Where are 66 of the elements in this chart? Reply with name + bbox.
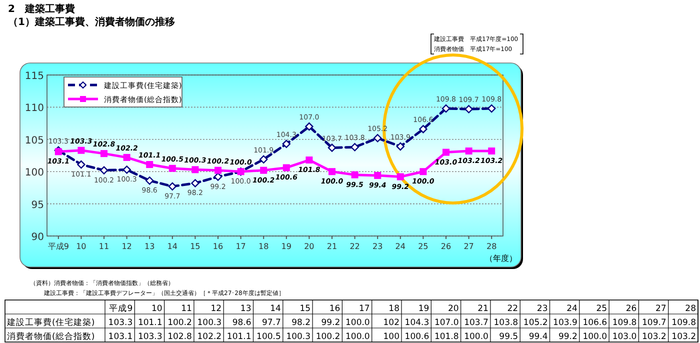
y-tick-label: 90 — [31, 232, 44, 243]
point — [374, 134, 382, 142]
y-tick-label: 100 — [24, 168, 44, 179]
table-header: 平成9 10 11 12 13 14 15 16 17 18 19 20 21 22 23 24 25 26 27 28 — [109, 304, 696, 314]
x-tick-label: 28 — [486, 242, 497, 251]
x-tick-label: 18 — [258, 242, 269, 251]
y-tick-label: 105 — [24, 135, 44, 146]
point — [306, 156, 313, 164]
x-tick-label: 11 — [98, 242, 110, 251]
point — [488, 147, 496, 154]
x-tick-label: 14 — [167, 242, 178, 251]
x-tick-label: 16 — [212, 242, 224, 251]
point — [260, 155, 268, 164]
x-tick-label: 15 — [190, 242, 200, 251]
point — [464, 105, 473, 114]
point — [168, 182, 176, 191]
point — [100, 166, 108, 174]
x-tick-label: 23 — [372, 242, 383, 251]
point — [100, 150, 108, 158]
x-tick-label: 13 — [144, 242, 155, 251]
point — [214, 166, 222, 174]
x-tick-label: 平成9 — [48, 242, 69, 251]
y-tick-label: 115 — [24, 71, 44, 82]
x-tick-label: 26 — [440, 242, 452, 251]
point — [305, 122, 314, 131]
point — [78, 146, 85, 154]
point — [122, 166, 131, 174]
x-tick-label: 21 — [326, 242, 338, 251]
y-tick-label: 95 — [31, 200, 44, 211]
x-tick-label: 10 — [76, 242, 86, 251]
point — [328, 168, 336, 176]
point — [282, 140, 290, 148]
point — [168, 164, 176, 172]
point — [123, 154, 130, 161]
point — [77, 160, 86, 169]
title: 2 建築工事費 — [8, 4, 75, 15]
subtitle: （1）建築工事費、消費者物価の推移 — [8, 17, 175, 28]
point — [396, 142, 404, 151]
x-tick-label: 12 — [122, 242, 132, 251]
point — [146, 161, 154, 168]
point — [442, 104, 450, 113]
point — [396, 173, 404, 180]
point — [488, 104, 496, 113]
point — [419, 124, 428, 134]
y-tick-label: 110 — [24, 103, 44, 114]
x-tick-label: 20 — [304, 242, 314, 251]
point — [328, 144, 336, 152]
x-tick-label: 24 — [395, 242, 406, 251]
x-tick-label: 22 — [350, 242, 360, 251]
point — [351, 171, 358, 178]
x-tick-label: 27 — [464, 242, 474, 251]
point — [465, 147, 472, 154]
point — [146, 176, 154, 185]
point — [191, 179, 200, 188]
x-axis-title: （年度） — [485, 254, 517, 263]
point — [442, 148, 450, 156]
point — [350, 143, 359, 152]
point — [192, 166, 199, 174]
point — [214, 172, 222, 181]
x-tick-label: 17 — [236, 242, 246, 251]
point — [282, 164, 290, 172]
point — [420, 168, 427, 176]
x-tick-label: 25 — [418, 242, 428, 251]
point — [374, 172, 382, 179]
point — [260, 166, 268, 174]
x-tick-label: 19 — [281, 242, 292, 251]
